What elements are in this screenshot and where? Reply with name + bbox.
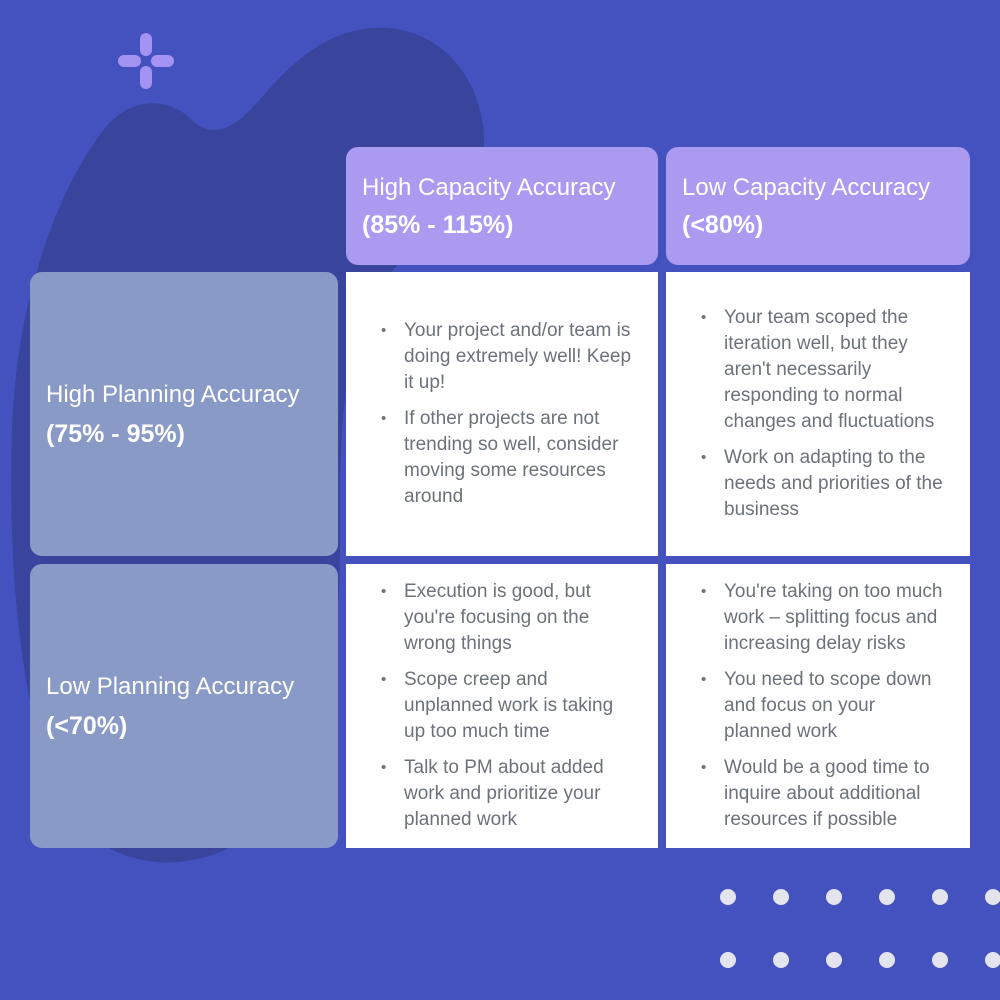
bullet-item: Your team scoped the iteration well, but… [694,305,946,435]
cell-high-planning-high-capacity: Your project and/or team is doing extrem… [346,272,658,556]
column-header-title: High Capacity Accuracy [362,173,616,201]
bullet-item: Scope creep and unplanned work is taking… [374,667,634,745]
bullet-item: Execution is good, but you're focusing o… [374,579,634,657]
row-header-high-planning: High Planning Accuracy (75% - 95%) [30,272,338,556]
bullet-item: If other projects are not trending so we… [374,406,634,510]
bullet-list: Your team scoped the iteration well, but… [666,295,970,533]
column-header-high-capacity: High Capacity Accuracy (85% - 115%) [346,147,658,265]
bullet-item: Work on adapting to the needs and priori… [694,445,946,523]
column-header-low-capacity: Low Capacity Accuracy (<80%) [666,147,970,265]
decor-dot [773,889,789,905]
dot-grid [720,889,1000,968]
bullet-item: Talk to PM about added work and prioriti… [374,755,634,833]
decor-dot [826,952,842,968]
decor-dot [879,889,895,905]
decor-dot [985,889,1000,905]
row-header-low-planning: Low Planning Accuracy (<70%) [30,564,338,848]
row-header-range: (<70%) [46,711,128,740]
row-header-title: Low Planning Accuracy [46,672,295,700]
column-header-range: (85% - 115%) [362,210,514,239]
column-header-title: Low Capacity Accuracy [682,173,931,201]
decor-dot [720,952,736,968]
bullet-list: Your project and/or team is doing extrem… [346,308,658,520]
decor-dot [720,889,736,905]
decor-dot [773,952,789,968]
bullet-item: You're taking on too much work – splitti… [694,579,946,657]
decor-dot [826,889,842,905]
bullet-item: You need to scope down and focus on your… [694,667,946,745]
cell-low-planning-high-capacity: Execution is good, but you're focusing o… [346,564,658,848]
bullet-list: Execution is good, but you're focusing o… [346,569,658,843]
column-header-range: (<80%) [682,210,764,239]
bullet-item: Your project and/or team is doing extrem… [374,318,634,396]
bullet-list: You're taking on too much work – splitti… [666,569,970,843]
row-header-title: High Planning Accuracy [46,380,300,408]
cell-low-planning-low-capacity: You're taking on too much work – splitti… [666,564,970,848]
decor-dot [932,952,948,968]
cell-high-planning-low-capacity: Your team scoped the iteration well, but… [666,272,970,556]
bullet-item: Would be a good time to inquire about ad… [694,755,946,833]
decor-dot [932,889,948,905]
decor-dot [879,952,895,968]
decor-dot [985,952,1000,968]
row-header-range: (75% - 95%) [46,419,185,448]
plus-icon [118,33,174,89]
